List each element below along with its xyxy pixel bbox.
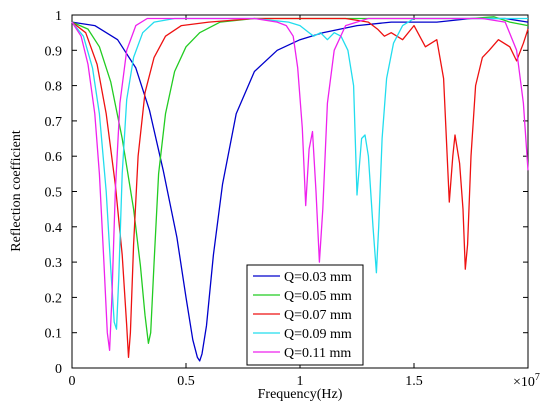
y-tick-label: 0.1 <box>45 327 63 342</box>
y-tick-label: 0.8 <box>45 80 63 95</box>
x-tick-label: 1.5 <box>405 374 423 389</box>
y-axis-ticks: 0 0.1 0.2 0.3 0.4 0.5 0.6 0.7 0.8 0.9 1 <box>45 9 528 377</box>
legend-label: Q=0.05 mm <box>284 289 352 304</box>
legend-label: Q=0.11 mm <box>284 346 351 361</box>
x-tick-label: 0.5 <box>177 374 195 389</box>
y-tick-label: 0.9 <box>45 44 63 59</box>
y-tick-label: 0.3 <box>45 256 63 271</box>
x-tick-label: 0 <box>69 374 76 389</box>
legend-label: Q=0.03 mm <box>284 270 352 285</box>
series-line-3 <box>71 17 529 359</box>
series-line-4 <box>71 17 528 330</box>
y-tick-label: 0.5 <box>45 186 63 201</box>
legend-label: Q=0.09 mm <box>284 327 352 342</box>
y-tick-label: 0.2 <box>45 291 63 306</box>
y-tick-label: 0.7 <box>45 115 63 130</box>
y-tick-label: 0.4 <box>45 221 63 236</box>
y-tick-label: 0 <box>55 362 62 377</box>
x-axis-label: Frequency(Hz) <box>258 387 343 402</box>
legend-label: Q=0.07 mm <box>284 308 352 323</box>
x-multiplier-base: ×10 <box>513 375 535 390</box>
x-multiplier-exponent: 7 <box>535 372 540 383</box>
y-tick-label: 1 <box>55 9 62 24</box>
y-axis-label: Reflection coefficient <box>9 130 24 252</box>
series-layer <box>71 16 529 362</box>
x-multiplier: ×107 <box>513 372 540 390</box>
series-line-1 <box>71 17 529 362</box>
x-tick-label: 1 <box>297 374 304 389</box>
legend: Q=0.03 mm Q=0.05 mm Q=0.07 mm Q=0.09 mm Q=0.… <box>246 264 364 366</box>
y-tick-label: 0.6 <box>45 150 63 165</box>
legend-box <box>246 264 364 366</box>
series-line-5 <box>71 17 529 352</box>
